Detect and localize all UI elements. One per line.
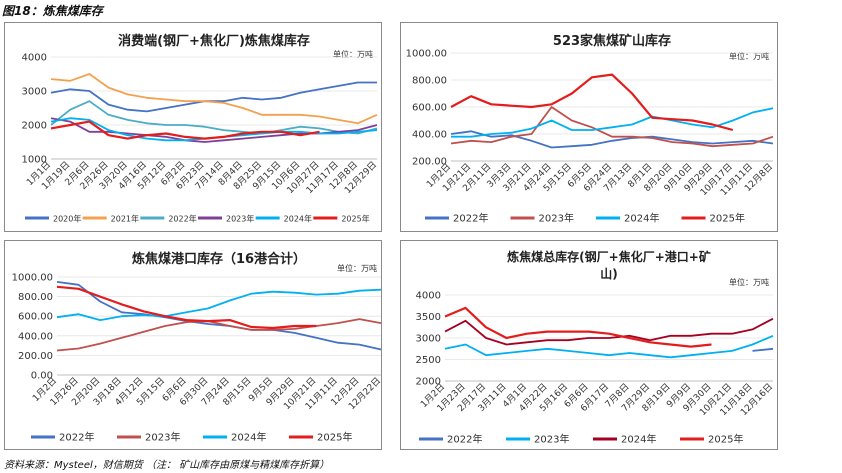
y-tick-label: 4000 <box>416 291 441 302</box>
chart-consumer-stock: 消费端(钢厂+焦化厂)炼焦煤库存单位：万吨10002000300040001月1… <box>22 33 380 224</box>
chart-port-stock: 炼焦煤港口库存（16港合计） 单位：万吨 0.00 200.00 400.00 600.0… <box>12 251 383 444</box>
y-tick-label: 3000 <box>416 334 441 345</box>
chart-unit: 单位：万吨 <box>337 263 377 273</box>
y-tick-label: 3500 <box>416 312 441 323</box>
legend-label: 2023年 <box>145 431 180 444</box>
chart-title: 炼焦煤港口库存（16港合计） <box>132 251 306 267</box>
series-line-2022年 <box>450 130 774 149</box>
y-tick-label: 400.00 <box>412 130 447 141</box>
chart-title: 消费端(钢厂+焦化厂)炼焦煤库存 <box>118 33 310 49</box>
legend-label: 2023年 <box>539 212 574 225</box>
y-tick-label: 1000 <box>22 155 47 166</box>
y-tick-label: 600.00 <box>412 103 447 114</box>
chart-panel-port-stock: 炼焦煤港口库存（16港合计） 单位：万吨 0.00 200.00 400.00 600.0… <box>4 240 383 450</box>
chart-title-cont: 山) <box>600 266 618 281</box>
series-line-2020年 <box>50 81 377 113</box>
chart-title: 523家焦煤矿山库存 <box>553 33 671 49</box>
series-line-2024年 <box>451 107 774 138</box>
y-tick-label: 400.00 <box>18 331 53 342</box>
y-tick-label: 2500 <box>416 355 441 366</box>
chart-panel-consumer-stock: 消费端(钢厂+焦化厂)炼焦煤库存 单位：万吨 1000 2000 3000 4000 1月1… <box>4 22 382 232</box>
chart-unit: 单位：万吨 <box>333 49 373 59</box>
figure-title: 图18：炼焦煤库存 <box>2 4 103 18</box>
y-tick-label: 600.00 <box>18 312 53 323</box>
legend-label: 2024年 <box>621 433 656 446</box>
y-tick-label: 800.00 <box>18 292 53 303</box>
series-line-2021年 <box>50 73 378 125</box>
chart-panel-mine-stock: 523家焦煤矿山库存单位：万吨 200.00 400.00 600.00 800.00 1… <box>400 22 778 232</box>
legend-label: 2022年 <box>168 214 196 224</box>
series-line-2022年 <box>50 100 378 135</box>
y-tick-label: 200.00 <box>18 351 53 362</box>
y-tick-label: 2000 <box>22 121 47 132</box>
y-tick-label: 3000 <box>22 87 47 98</box>
y-tick-label: 800.00 <box>412 76 447 87</box>
series-line-2022年 <box>56 281 382 351</box>
series-line-2022年 <box>752 347 774 352</box>
legend-label: 2023年 <box>226 214 254 224</box>
legend-label: 2021年 <box>111 214 139 224</box>
legend-label: 2025年 <box>710 212 745 225</box>
y-tick-label: 2000 <box>416 377 441 388</box>
series-line-2024年 <box>56 288 382 321</box>
legend-label: 2024年 <box>624 212 659 225</box>
legend-label: 2022年 <box>447 433 482 446</box>
chart-unit: 单位：万吨 <box>729 277 769 287</box>
chart-unit: 单位：万吨 <box>729 51 769 61</box>
legend-label: 2023年 <box>534 433 569 446</box>
legend-label: 2022年 <box>59 431 94 444</box>
y-tick-label: 200.00 <box>412 157 447 168</box>
legend-label: 2025年 <box>317 431 352 444</box>
chart-title: 炼焦煤总库存(钢厂+焦化厂+港口+矿 <box>507 249 711 264</box>
legend-label: 2024年 <box>284 214 312 224</box>
series-line-2025年 <box>444 306 712 348</box>
legend-label: 2024年 <box>231 431 266 444</box>
y-tick-label: 1000.00 <box>406 49 447 60</box>
y-tick-label: 0.00 <box>31 371 53 382</box>
legend-label: 2020年 <box>53 214 81 224</box>
series-line-2025年 <box>450 73 734 132</box>
series-line-2023年 <box>444 334 774 359</box>
y-tick-label: 4000 <box>22 53 47 64</box>
series-line-2023年 <box>450 106 774 148</box>
series-line-2023年 <box>56 318 382 352</box>
legend-label: 2022年 <box>453 212 488 225</box>
chart-total-stock: 炼焦煤总库存(钢厂+焦化厂+港口+矿山) 单位：万吨 2000 2500 3000 350… <box>416 249 776 446</box>
y-tick-label: 1000.00 <box>12 273 53 284</box>
source-note: 资料来源：Mysteel，财信期货 （注： 矿山库存由原煤与精煤库存折算） <box>4 460 330 471</box>
series-line-2025年 <box>50 120 320 140</box>
series-line-2025年 <box>56 285 317 330</box>
chart-panel-total-stock: 炼焦煤总库存(钢厂+焦化厂+港口+矿 山) 单位：万吨 2000 2500 3000 350… <box>400 240 778 450</box>
series-line-2024年 <box>444 317 774 346</box>
legend-label: 2025年 <box>708 433 743 446</box>
legend-label: 2025年 <box>341 214 369 224</box>
